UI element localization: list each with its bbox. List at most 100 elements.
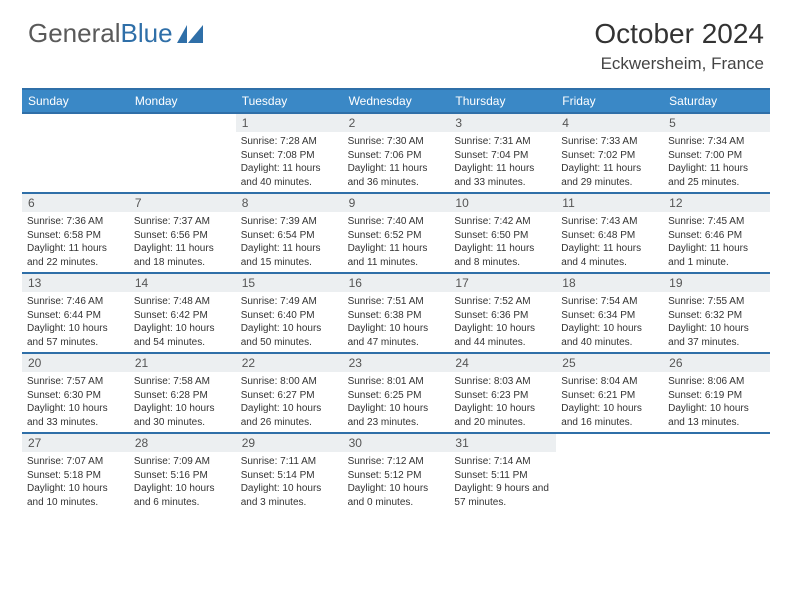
daylight-text: Daylight: 10 hours and 16 minutes. bbox=[561, 402, 658, 429]
day-number: 2 bbox=[343, 114, 450, 132]
sunset-text: Sunset: 6:30 PM bbox=[27, 389, 124, 403]
sunrise-text: Sunrise: 7:31 AM bbox=[454, 135, 551, 149]
day-number: 24 bbox=[449, 354, 556, 372]
sunset-text: Sunset: 6:38 PM bbox=[348, 309, 445, 323]
day-body: Sunrise: 7:30 AMSunset: 7:06 PMDaylight:… bbox=[343, 132, 450, 192]
week-row: 20Sunrise: 7:57 AMSunset: 6:30 PMDayligh… bbox=[22, 352, 770, 432]
daylight-text: Daylight: 10 hours and 37 minutes. bbox=[668, 322, 765, 349]
month-title: October 2024 bbox=[594, 18, 764, 50]
daylight-text: Daylight: 10 hours and 40 minutes. bbox=[561, 322, 658, 349]
daylight-text: Daylight: 10 hours and 54 minutes. bbox=[134, 322, 231, 349]
sunrise-text: Sunrise: 8:04 AM bbox=[561, 375, 658, 389]
sunrise-text: Sunrise: 7:49 AM bbox=[241, 295, 338, 309]
day-cell: 20Sunrise: 7:57 AMSunset: 6:30 PMDayligh… bbox=[22, 354, 129, 432]
dow-saturday: Saturday bbox=[663, 90, 770, 112]
week-row: 13Sunrise: 7:46 AMSunset: 6:44 PMDayligh… bbox=[22, 272, 770, 352]
sunset-text: Sunset: 6:56 PM bbox=[134, 229, 231, 243]
sunrise-text: Sunrise: 7:45 AM bbox=[668, 215, 765, 229]
day-number: 6 bbox=[22, 194, 129, 212]
sunset-text: Sunset: 5:16 PM bbox=[134, 469, 231, 483]
sunrise-text: Sunrise: 7:30 AM bbox=[348, 135, 445, 149]
day-cell: . bbox=[556, 434, 663, 512]
day-body: Sunrise: 7:11 AMSunset: 5:14 PMDaylight:… bbox=[236, 452, 343, 512]
day-body: Sunrise: 7:12 AMSunset: 5:12 PMDaylight:… bbox=[343, 452, 450, 512]
day-number: 1 bbox=[236, 114, 343, 132]
sunrise-text: Sunrise: 8:01 AM bbox=[348, 375, 445, 389]
day-number: 16 bbox=[343, 274, 450, 292]
day-cell: 23Sunrise: 8:01 AMSunset: 6:25 PMDayligh… bbox=[343, 354, 450, 432]
daylight-text: Daylight: 10 hours and 0 minutes. bbox=[348, 482, 445, 509]
daylight-text: Daylight: 10 hours and 50 minutes. bbox=[241, 322, 338, 349]
logo-text-1: General bbox=[28, 18, 121, 49]
day-cell: 30Sunrise: 7:12 AMSunset: 5:12 PMDayligh… bbox=[343, 434, 450, 512]
daylight-text: Daylight: 11 hours and 4 minutes. bbox=[561, 242, 658, 269]
day-cell: 28Sunrise: 7:09 AMSunset: 5:16 PMDayligh… bbox=[129, 434, 236, 512]
sunset-text: Sunset: 6:48 PM bbox=[561, 229, 658, 243]
day-body: Sunrise: 7:09 AMSunset: 5:16 PMDaylight:… bbox=[129, 452, 236, 512]
daylight-text: Daylight: 11 hours and 36 minutes. bbox=[348, 162, 445, 189]
dow-thursday: Thursday bbox=[449, 90, 556, 112]
day-number: 11 bbox=[556, 194, 663, 212]
day-body: Sunrise: 8:03 AMSunset: 6:23 PMDaylight:… bbox=[449, 372, 556, 432]
day-number: 17 bbox=[449, 274, 556, 292]
sunrise-text: Sunrise: 7:11 AM bbox=[241, 455, 338, 469]
day-body: Sunrise: 8:01 AMSunset: 6:25 PMDaylight:… bbox=[343, 372, 450, 432]
day-cell: . bbox=[129, 114, 236, 192]
day-number: 25 bbox=[556, 354, 663, 372]
sunset-text: Sunset: 6:58 PM bbox=[27, 229, 124, 243]
daylight-text: Daylight: 10 hours and 20 minutes. bbox=[454, 402, 551, 429]
day-cell: 15Sunrise: 7:49 AMSunset: 6:40 PMDayligh… bbox=[236, 274, 343, 352]
day-cell: 4Sunrise: 7:33 AMSunset: 7:02 PMDaylight… bbox=[556, 114, 663, 192]
day-body: Sunrise: 7:37 AMSunset: 6:56 PMDaylight:… bbox=[129, 212, 236, 272]
sunrise-text: Sunrise: 7:55 AM bbox=[668, 295, 765, 309]
week-row: 27Sunrise: 7:07 AMSunset: 5:18 PMDayligh… bbox=[22, 432, 770, 512]
day-number: 7 bbox=[129, 194, 236, 212]
day-body: Sunrise: 8:04 AMSunset: 6:21 PMDaylight:… bbox=[556, 372, 663, 432]
day-body: Sunrise: 7:07 AMSunset: 5:18 PMDaylight:… bbox=[22, 452, 129, 512]
dow-tuesday: Tuesday bbox=[236, 90, 343, 112]
title-block: October 2024 Eckwersheim, France bbox=[594, 18, 764, 74]
day-cell: 24Sunrise: 8:03 AMSunset: 6:23 PMDayligh… bbox=[449, 354, 556, 432]
sunset-text: Sunset: 6:44 PM bbox=[27, 309, 124, 323]
daylight-text: Daylight: 10 hours and 33 minutes. bbox=[27, 402, 124, 429]
day-number: 12 bbox=[663, 194, 770, 212]
daylight-text: Daylight: 11 hours and 8 minutes. bbox=[454, 242, 551, 269]
sunrise-text: Sunrise: 7:43 AM bbox=[561, 215, 658, 229]
sunrise-text: Sunrise: 7:09 AM bbox=[134, 455, 231, 469]
sunset-text: Sunset: 6:34 PM bbox=[561, 309, 658, 323]
dow-monday: Monday bbox=[129, 90, 236, 112]
day-cell: 10Sunrise: 7:42 AMSunset: 6:50 PMDayligh… bbox=[449, 194, 556, 272]
sunset-text: Sunset: 6:21 PM bbox=[561, 389, 658, 403]
daylight-text: Daylight: 11 hours and 40 minutes. bbox=[241, 162, 338, 189]
day-number: 29 bbox=[236, 434, 343, 452]
day-body: Sunrise: 7:14 AMSunset: 5:11 PMDaylight:… bbox=[449, 452, 556, 512]
sunset-text: Sunset: 6:28 PM bbox=[134, 389, 231, 403]
day-number: 14 bbox=[129, 274, 236, 292]
sunrise-text: Sunrise: 7:07 AM bbox=[27, 455, 124, 469]
sunset-text: Sunset: 5:11 PM bbox=[454, 469, 551, 483]
sunrise-text: Sunrise: 7:46 AM bbox=[27, 295, 124, 309]
day-body: Sunrise: 7:54 AMSunset: 6:34 PMDaylight:… bbox=[556, 292, 663, 352]
daylight-text: Daylight: 11 hours and 15 minutes. bbox=[241, 242, 338, 269]
day-body: Sunrise: 7:28 AMSunset: 7:08 PMDaylight:… bbox=[236, 132, 343, 192]
sunset-text: Sunset: 6:32 PM bbox=[668, 309, 765, 323]
day-cell: . bbox=[22, 114, 129, 192]
day-number: 21 bbox=[129, 354, 236, 372]
dow-friday: Friday bbox=[556, 90, 663, 112]
daylight-text: Daylight: 11 hours and 11 minutes. bbox=[348, 242, 445, 269]
day-body: Sunrise: 7:55 AMSunset: 6:32 PMDaylight:… bbox=[663, 292, 770, 352]
sunset-text: Sunset: 6:42 PM bbox=[134, 309, 231, 323]
day-number: 23 bbox=[343, 354, 450, 372]
sunrise-text: Sunrise: 7:57 AM bbox=[27, 375, 124, 389]
daylight-text: Daylight: 11 hours and 22 minutes. bbox=[27, 242, 124, 269]
day-cell: . bbox=[663, 434, 770, 512]
daylight-text: Daylight: 11 hours and 1 minute. bbox=[668, 242, 765, 269]
day-number: 4 bbox=[556, 114, 663, 132]
day-cell: 12Sunrise: 7:45 AMSunset: 6:46 PMDayligh… bbox=[663, 194, 770, 272]
day-cell: 31Sunrise: 7:14 AMSunset: 5:11 PMDayligh… bbox=[449, 434, 556, 512]
daylight-text: Daylight: 9 hours and 57 minutes. bbox=[454, 482, 551, 509]
day-cell: 25Sunrise: 8:04 AMSunset: 6:21 PMDayligh… bbox=[556, 354, 663, 432]
day-cell: 21Sunrise: 7:58 AMSunset: 6:28 PMDayligh… bbox=[129, 354, 236, 432]
sunrise-text: Sunrise: 7:37 AM bbox=[134, 215, 231, 229]
day-cell: 5Sunrise: 7:34 AMSunset: 7:00 PMDaylight… bbox=[663, 114, 770, 192]
